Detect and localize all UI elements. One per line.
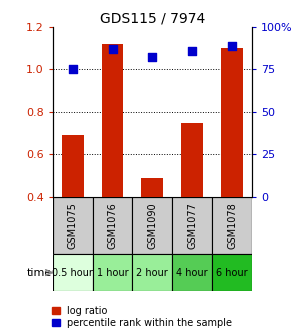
Legend: log ratio, percentile rank within the sample: log ratio, percentile rank within the sa… (52, 306, 232, 328)
Bar (221, 48, 243, 197)
Bar (142, 178, 163, 197)
Text: 6 hour: 6 hour (216, 267, 248, 278)
FancyBboxPatch shape (93, 197, 132, 254)
Bar (102, 44, 123, 197)
Text: GSM1078: GSM1078 (227, 202, 237, 249)
Point (230, 43, 234, 48)
Bar (62, 135, 84, 197)
Text: 1 hour: 1 hour (97, 267, 128, 278)
Point (150, 55, 155, 60)
Point (110, 46, 115, 52)
FancyBboxPatch shape (132, 197, 172, 254)
Text: GSM1090: GSM1090 (147, 202, 157, 249)
Text: 4 hour: 4 hour (176, 267, 208, 278)
FancyBboxPatch shape (172, 254, 212, 292)
Text: GSM1076: GSM1076 (108, 202, 117, 249)
FancyBboxPatch shape (212, 197, 252, 254)
Text: time: time (27, 267, 52, 278)
FancyBboxPatch shape (212, 254, 252, 292)
FancyBboxPatch shape (53, 254, 93, 292)
Text: 0.5 hour: 0.5 hour (52, 267, 93, 278)
FancyBboxPatch shape (93, 254, 132, 292)
Point (190, 48, 195, 53)
Bar (181, 123, 203, 197)
Point (70, 67, 75, 72)
Text: GSM1077: GSM1077 (187, 202, 197, 249)
FancyBboxPatch shape (53, 197, 93, 254)
FancyBboxPatch shape (132, 254, 172, 292)
Text: GSM1075: GSM1075 (68, 202, 78, 249)
Text: 2 hour: 2 hour (137, 267, 168, 278)
Title: GDS115 / 7974: GDS115 / 7974 (100, 12, 205, 26)
FancyBboxPatch shape (172, 197, 212, 254)
